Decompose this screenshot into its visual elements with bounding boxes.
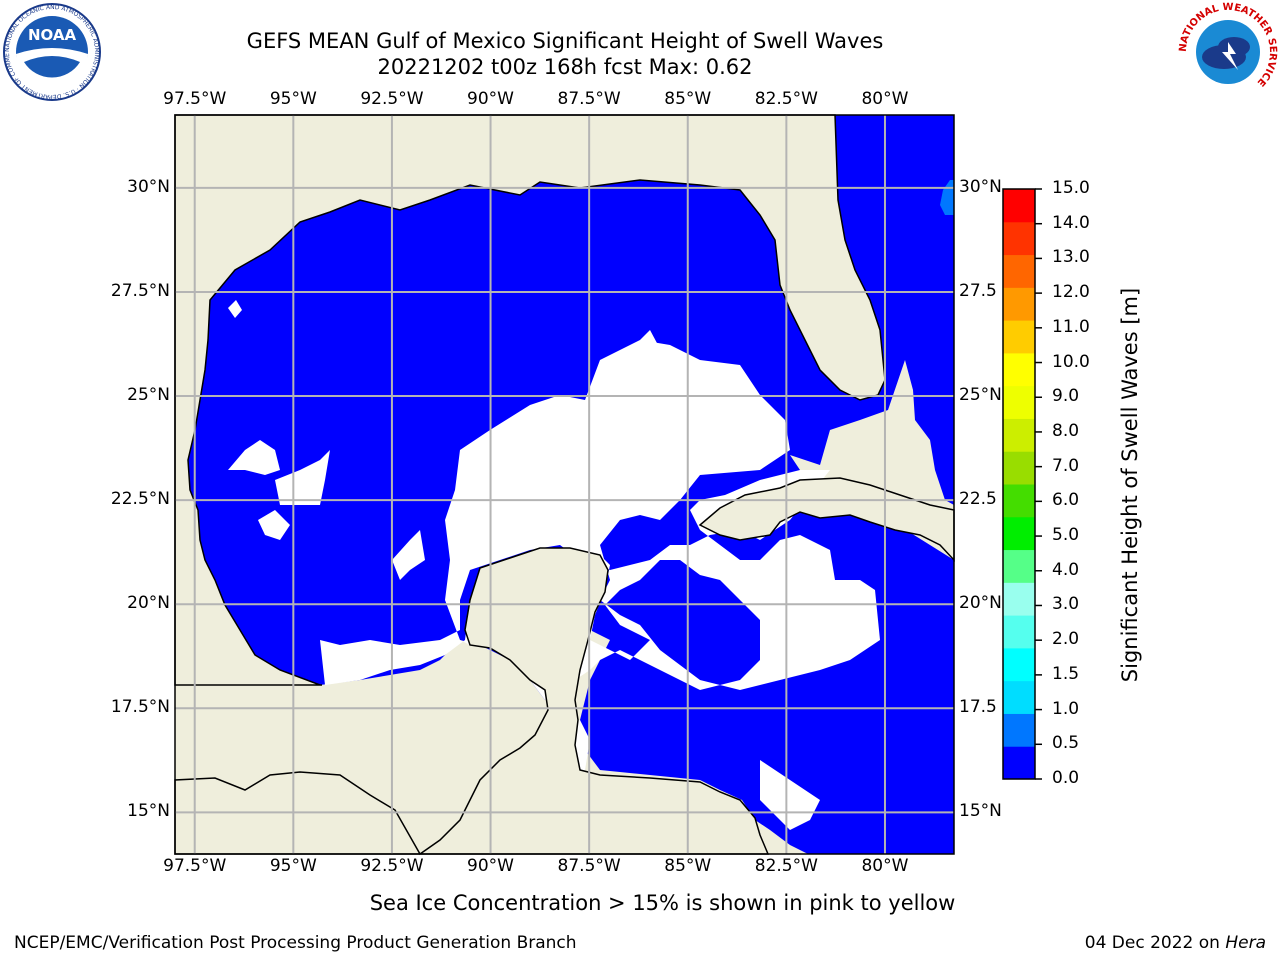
lon-tick-label: 87.5°W [557,89,621,109]
no-data-patch-nw [228,300,242,318]
colorbar-swatch [1003,549,1035,583]
lon-tick-label: 92.5°W [360,89,424,109]
date-text: 04 Dec 2022 on [1084,933,1226,953]
colorbar-tick-label: 1.5 [1052,663,1080,684]
colorbar-tick-label: 13.0 [1052,247,1090,268]
land-florida [174,114,886,686]
lon-tick-label: 95°W [269,856,317,876]
lat-tick-label: 27.5°N [110,280,170,301]
lat-tick-label: 20°N [959,593,1002,614]
colorbar-tick-label: 6.0 [1052,490,1080,511]
lon-tick-label: 87.5°W [557,856,621,876]
colorbar-swatch [1003,582,1035,616]
map-frame [174,114,955,855]
lon-tick-label: 80°W [861,856,909,876]
colorbar-swatch [1003,713,1035,747]
lat-tick-label: 27.5 [959,280,997,301]
colorbar-swatch [1003,385,1035,419]
colorbar-swatch [1003,516,1035,551]
colorbar-swatch [1003,647,1035,682]
chart-title: GEFS MEAN Gulf of Mexico Significant Hei… [246,29,884,53]
lat-tick-label: 25°N [959,385,1002,406]
credit-text: NCEP/EMC/Verification Post Processing Pr… [14,933,577,953]
lat-tick-label: 22.5 [959,489,997,510]
lon-tick-label: 80°W [861,89,909,109]
lat-tick-label: 15°N [127,801,170,822]
colorbar-swatch [1003,418,1035,452]
colorbar-swatch [1003,352,1035,387]
no-data-patch-west-3 [228,440,280,475]
colorbar-swatch [1003,189,1035,223]
colorbar-tick-label: 15.0 [1052,178,1090,198]
lon-tick-label: 82.5°W [754,856,818,876]
colorbar [1002,188,1042,780]
colorbar-tick-label: 9.0 [1052,386,1080,407]
colorbar-swatch [1003,615,1035,649]
lat-tick-label: 22.5°N [110,489,170,510]
colorbar-tick-label: 2.0 [1052,629,1080,650]
colorbar-swatch [1003,254,1035,288]
colorbar-tick-label: 1.0 [1052,698,1080,719]
date-stamp: 04 Dec 2022 on Hera [1085,933,1266,953]
colorbar-swatch [1003,451,1035,485]
no-data-region-central [320,340,880,700]
lat-tick-label: 30°N [959,176,1002,197]
colorbar-tick-label: 14.0 [1052,212,1090,233]
colorbar-tick-label: 7.0 [1052,455,1080,476]
lon-tick-label: 90°W [467,856,515,876]
lat-tick-label: 30°N [127,176,170,197]
land-cuba [698,477,955,562]
lat-tick-label: 17.5°N [110,697,170,718]
lon-tick-label: 97.5°W [163,856,227,876]
lon-tick-label: 85°W [664,89,712,109]
colorbar-tick-label: 12.0 [1052,282,1090,303]
colorbar-tick-label: 5.0 [1052,525,1080,546]
lon-tick-label: 95°W [269,89,317,109]
lon-tick-label: 90°W [467,89,515,109]
colorbar-tick-label: 11.0 [1052,316,1090,337]
colorbar-tick-label: 0.0 [1052,768,1080,788]
colorbar-tick-label: 8.0 [1052,420,1080,441]
lon-tick-label: 97.5°W [163,89,227,109]
no-data-patch-west-2 [258,510,290,540]
lon-tick-label: 92.5°W [360,856,424,876]
colorbar-swatch [1003,680,1035,714]
chart-subtitle: 20221202 t00z 168h fcst Max: 0.62 [377,55,753,79]
colorbar-tick-label: 0.5 [1052,733,1080,754]
map-gridlines [175,115,954,854]
no-data-patch-island [640,330,658,352]
colorbar-tick-label: 3.0 [1052,594,1080,615]
lat-tick-label: 20°N [127,593,170,614]
lat-tick-label: 17.5 [959,697,997,718]
colorbar-swatch [1003,320,1035,354]
noaa-logo-icon: NATIONAL OCEANIC AND ATMOSPHERIC ADMINIS… [2,2,101,101]
lon-tick-label: 82.5°W [754,89,818,109]
national-weather-service-logo-icon: NATIONAL WEATHER SERVICE [1178,2,1278,100]
no-data-patch-west-4 [392,530,425,580]
colorbar-swatch [1003,746,1035,780]
lat-tick-label: 15°N [959,801,1002,822]
no-data-patch-west [275,450,330,505]
lon-tick-label: 85°W [664,856,712,876]
colorbar-swatch [1003,221,1035,256]
noaa-logo-text: NOAA [28,26,77,44]
colorbar-tick-label: 4.0 [1052,559,1080,580]
lat-tick-label: 25°N [127,385,170,406]
colorbar-tick-label: 10.0 [1052,351,1090,372]
colorbar-swatch [1003,484,1035,518]
sea-ice-note: Sea Ice Concentration > 15% is shown in … [369,891,956,915]
host-text: Hera [1225,933,1266,953]
colorbar-label: Significant Height of Swell Waves [m] [1118,287,1142,683]
colorbar-swatch [1003,287,1035,321]
